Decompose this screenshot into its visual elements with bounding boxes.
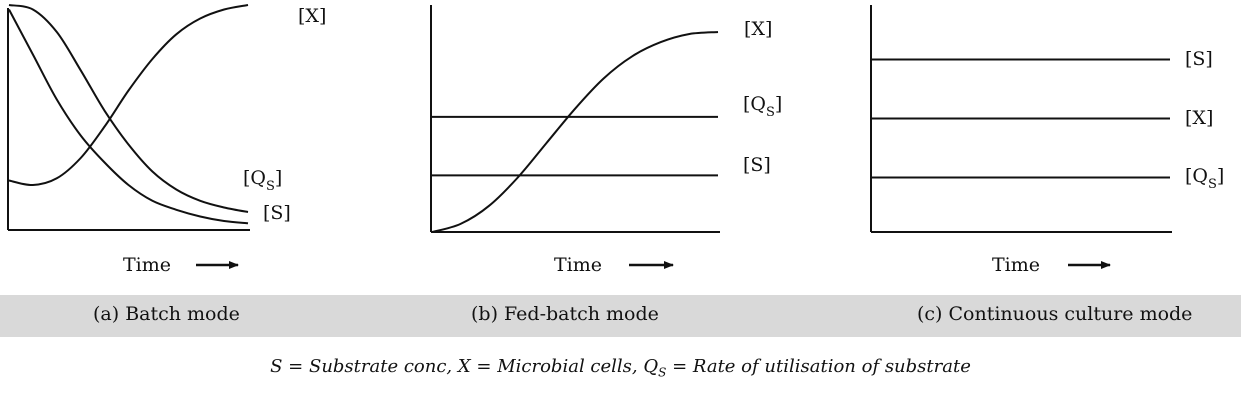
series-label-3-s: [S] (1185, 48, 1213, 70)
series-label-3-qs: [QS] (1185, 165, 1224, 192)
caption-fed-batch-mode: (b) Fed-batch mode (471, 303, 659, 325)
legend-text-before: S = Substrate conc, X = Microbial cells,… (270, 356, 659, 377)
panel-1: Time [X] [QS] [S] (7, 4, 326, 276)
panel-3: Time [S] [X] [QS] (870, 5, 1224, 276)
series-line-s (8, 9, 249, 225)
series-line-x (8, 4, 249, 187)
x-axis-label: Time (554, 254, 602, 276)
series-label-2-s: [S] (743, 154, 771, 176)
series-line-x (431, 31, 719, 233)
caption-batch-mode: (a) Batch mode (93, 303, 240, 325)
series-label-3-x: [X] (1185, 107, 1213, 129)
figure-panels: Time [X] [QS] [S] Time [X] [QS] [S] Time [S] [X] [Q… (7, 4, 1224, 276)
series-line-qs (8, 4, 249, 213)
x-axis-label: Time (992, 254, 1040, 276)
series-label-1-s: [S] (263, 202, 291, 224)
series-label-2-qs: [QS] (743, 93, 782, 120)
series-label-1-x: [X] (298, 5, 326, 27)
panel-2: Time [X] [QS] [S] (430, 5, 782, 276)
x-axis-label: Time (123, 254, 171, 276)
series-label-2-x: [X] (744, 18, 772, 40)
caption-continuous-mode: (c) Continuous culture mode (917, 303, 1193, 325)
legend-subscript: S (658, 365, 667, 380)
legend-text-after: = Rate of utilisation of substrate (666, 356, 971, 377)
caption-band (0, 295, 1241, 337)
legend-note: S = Substrate conc, X = Microbial cells,… (0, 356, 1241, 380)
series-label-1-qs: [QS] (243, 167, 282, 194)
